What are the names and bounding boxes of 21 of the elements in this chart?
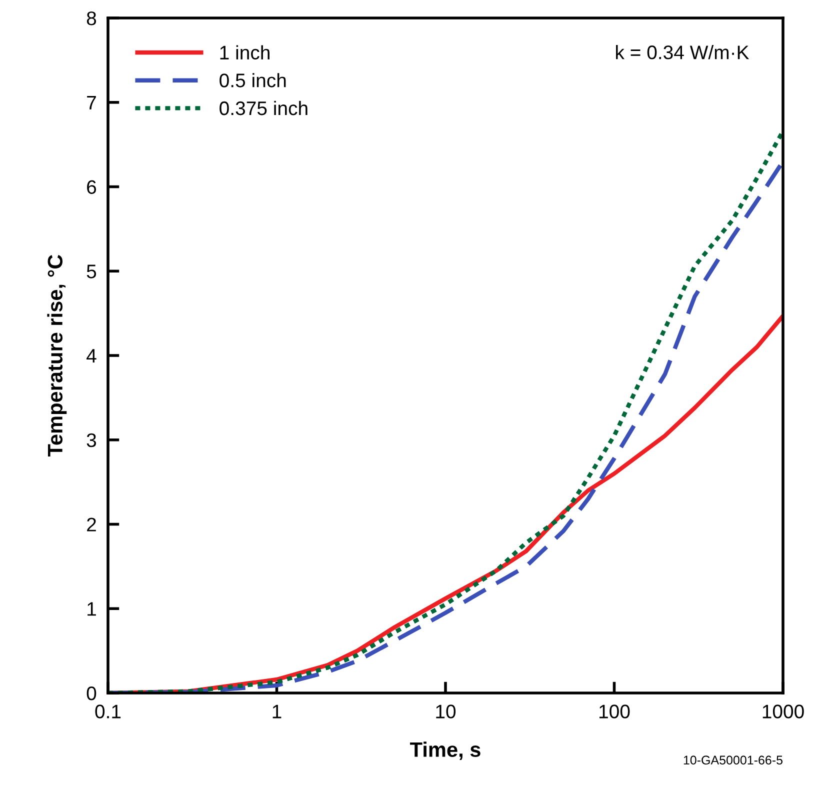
annotation: k = 0.34 W/m·K (616, 45, 750, 60)
y-tick-label: 3 (86, 433, 96, 448)
legend-label: 1 inch (220, 45, 270, 60)
y-tick-label: 6 (87, 180, 96, 194)
x-tick-label: 1 (272, 704, 282, 718)
y-tick-label: 0 (86, 686, 96, 700)
text: 10-GA50001-66-5 (684, 756, 782, 765)
x-tick-label: 100 (600, 704, 630, 718)
y-tick-label: 5 (86, 264, 96, 278)
x-tick-label: 0.1 (95, 704, 121, 718)
y-tick-label: 1 (88, 602, 96, 616)
y-tick-label: 7 (87, 96, 96, 110)
x-tick-label: 1000 (762, 704, 804, 718)
y-tick-label: 8 (86, 11, 96, 26)
x-tick-label: 10 (436, 704, 456, 718)
y-tick-label: 4 (86, 349, 96, 363)
legend-label: 0.375 inch (220, 100, 308, 116)
y-tick-label: 2 (87, 518, 96, 532)
x-axis-title: Time, s (410, 742, 480, 760)
legend-label: 0.5 inch (220, 73, 286, 88)
y-axis-title: Temperature rise, °C (47, 254, 67, 456)
